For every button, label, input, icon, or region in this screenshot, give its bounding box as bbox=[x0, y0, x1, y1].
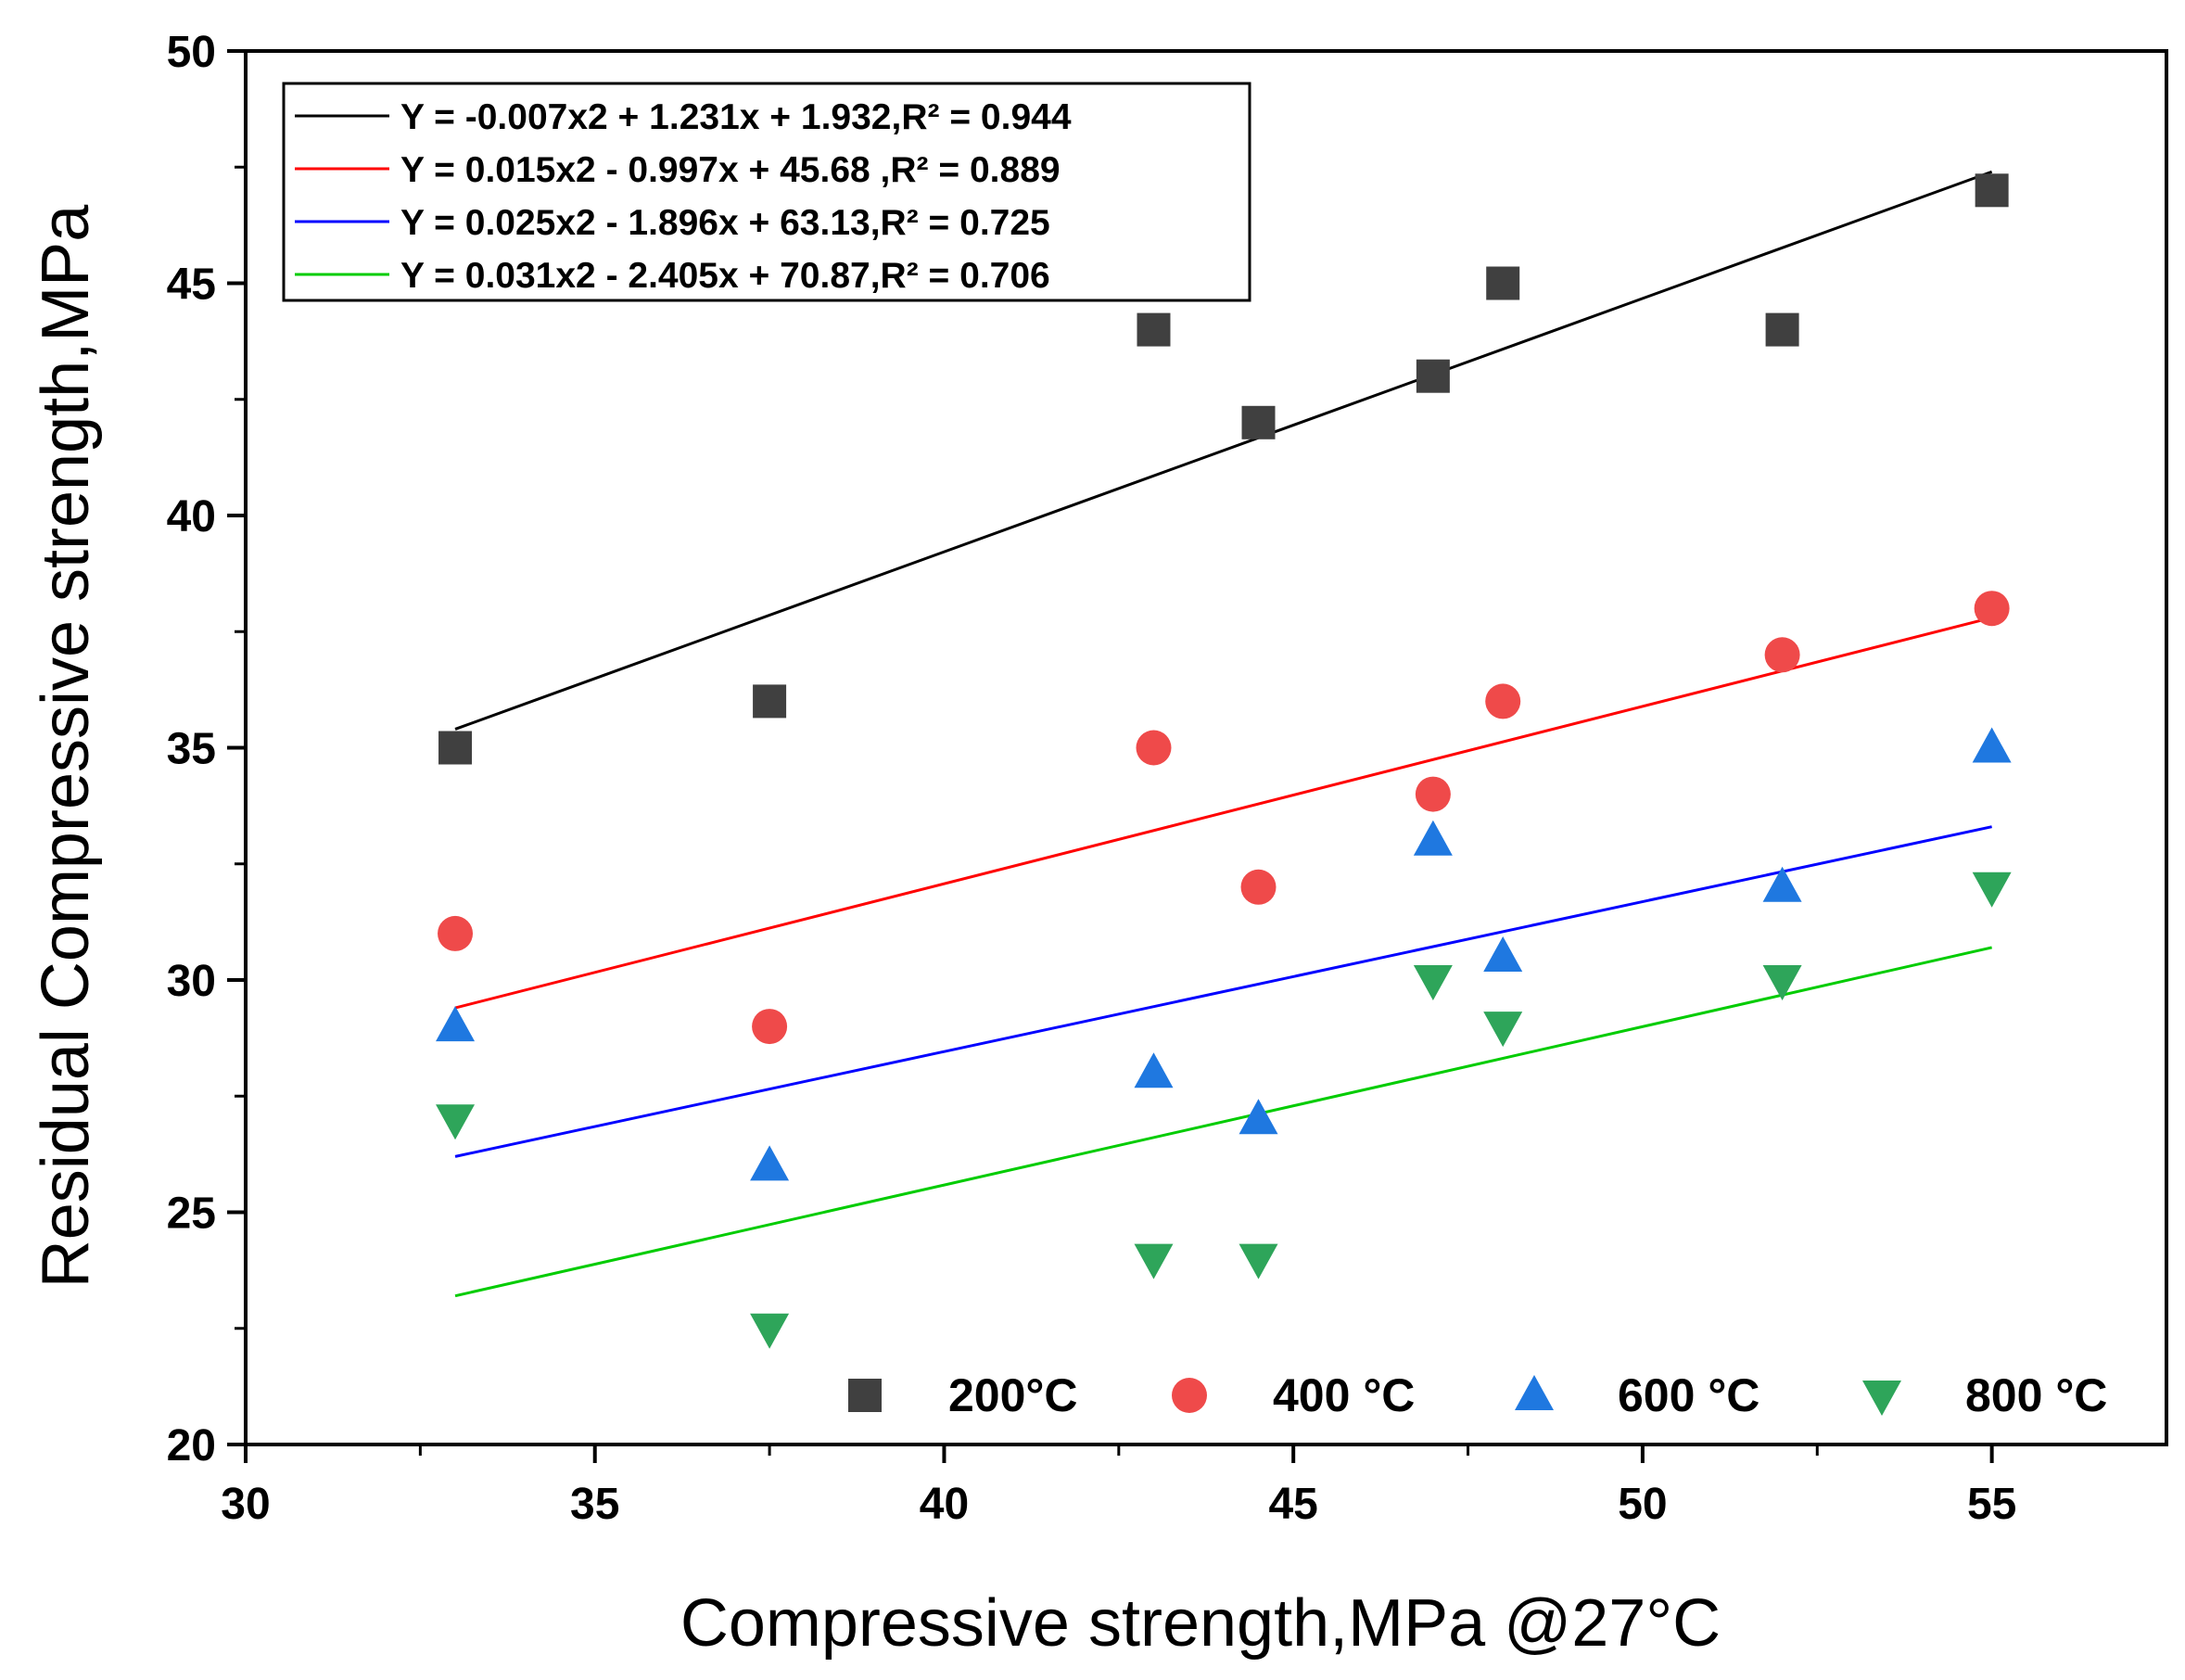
data-point-series-4 bbox=[1239, 1243, 1278, 1279]
data-point-series-1 bbox=[1241, 405, 1276, 439]
data-point-series-2 bbox=[1136, 730, 1172, 766]
data-point-series-4 bbox=[1483, 1012, 1523, 1048]
data-point-series-1 bbox=[1975, 173, 2009, 208]
series-legend-marker bbox=[1515, 1375, 1554, 1410]
series-legend-marker bbox=[1172, 1378, 1207, 1413]
y-tick-label: 35 bbox=[167, 725, 216, 774]
x-tick-label: 50 bbox=[1618, 1480, 1667, 1529]
equation-legend-label: Y = -0.007x2 + 1.231x + 1.932,R² = 0.944 bbox=[400, 97, 1072, 137]
series-legend-label: 600 °C bbox=[1618, 1369, 1759, 1421]
y-axis-title: Residual Compressive strength,MPa bbox=[29, 204, 103, 1288]
data-point-series-3 bbox=[1239, 1099, 1278, 1135]
data-markers bbox=[436, 173, 2012, 1349]
axis-ticks bbox=[227, 49, 1994, 1463]
data-point-series-3 bbox=[1762, 866, 1802, 902]
x-axis-title: Compressive strength,MPa @27°C bbox=[680, 1586, 1721, 1661]
y-tick-label: 25 bbox=[167, 1190, 216, 1239]
fit-lines bbox=[454, 170, 1993, 1298]
data-point-series-4 bbox=[1413, 965, 1453, 1000]
data-point-series-1 bbox=[1137, 312, 1171, 347]
equation-legend-box bbox=[282, 82, 1251, 302]
x-tick-label: 30 bbox=[221, 1480, 270, 1529]
fit-line-3 bbox=[454, 825, 1992, 1158]
equation-legend-label: Y = 0.025x2 - 1.896x + 63.13,R² = 0.725 bbox=[400, 203, 1050, 243]
y-tick-labels: 20 25 30 35 40 45 50 bbox=[167, 28, 216, 1470]
series-legend-label: 200°C bbox=[948, 1369, 1078, 1421]
equation-legend-label: Y = 0.015x2 - 0.997x + 45.68 ,R² = 0.889 bbox=[400, 150, 1061, 190]
data-point-series-4 bbox=[1762, 965, 1802, 1000]
data-point-series-1 bbox=[1486, 266, 1520, 300]
data-point-series-3 bbox=[1483, 935, 1523, 972]
x-tick-label: 40 bbox=[920, 1480, 969, 1529]
equation-legend: Y = -0.007x2 + 1.231x + 1.932,R² = 0.944… bbox=[282, 82, 1251, 302]
data-point-series-1 bbox=[753, 684, 787, 719]
y-tick-label: 40 bbox=[167, 492, 216, 541]
data-point-series-2 bbox=[438, 915, 474, 951]
fit-line-1 bbox=[454, 170, 1993, 731]
data-point-series-2 bbox=[1764, 637, 1800, 673]
data-point-series-4 bbox=[1972, 872, 2012, 908]
data-point-series-1 bbox=[438, 731, 473, 765]
y-tick-label: 20 bbox=[167, 1421, 216, 1470]
fit-line-4 bbox=[454, 946, 1992, 1298]
y-tick-label: 30 bbox=[167, 957, 216, 1006]
x-tick-label: 35 bbox=[570, 1480, 619, 1529]
x-tick-labels: 30 35 40 45 50 55 bbox=[221, 1480, 2016, 1529]
data-point-series-4 bbox=[750, 1313, 790, 1349]
data-point-series-3 bbox=[1413, 820, 1453, 856]
data-point-series-2 bbox=[1240, 869, 1277, 905]
series-legend-label: 400 °C bbox=[1273, 1369, 1415, 1421]
data-point-series-3 bbox=[750, 1145, 790, 1181]
equation-legend-label: Y = 0.031x2 - 2.405x + 70.87,R² = 0.706 bbox=[400, 256, 1050, 296]
data-point-series-3 bbox=[1134, 1052, 1174, 1088]
y-tick-label: 45 bbox=[167, 261, 216, 310]
data-point-series-3 bbox=[1972, 727, 2012, 763]
x-tick-label: 45 bbox=[1268, 1480, 1317, 1529]
data-point-series-4 bbox=[1134, 1243, 1174, 1279]
series-legend-marker bbox=[848, 1379, 882, 1412]
data-point-series-2 bbox=[1485, 683, 1521, 719]
series-legend-label: 800 °C bbox=[1965, 1369, 2107, 1421]
data-point-series-2 bbox=[752, 1009, 788, 1045]
series-legend: 200°C 400 °C 600 °C 800 °C bbox=[848, 1369, 2107, 1421]
data-point-series-1 bbox=[1765, 312, 1799, 347]
data-point-series-4 bbox=[436, 1104, 476, 1140]
x-tick-label: 55 bbox=[1967, 1480, 2016, 1529]
data-point-series-3 bbox=[436, 1006, 476, 1042]
y-tick-label: 50 bbox=[167, 28, 216, 77]
data-point-series-2 bbox=[1415, 776, 1451, 812]
series-legend-marker bbox=[1862, 1381, 1901, 1416]
data-point-series-2 bbox=[1974, 591, 2010, 627]
fit-line-2 bbox=[454, 616, 1993, 1010]
data-point-series-1 bbox=[1416, 359, 1450, 393]
